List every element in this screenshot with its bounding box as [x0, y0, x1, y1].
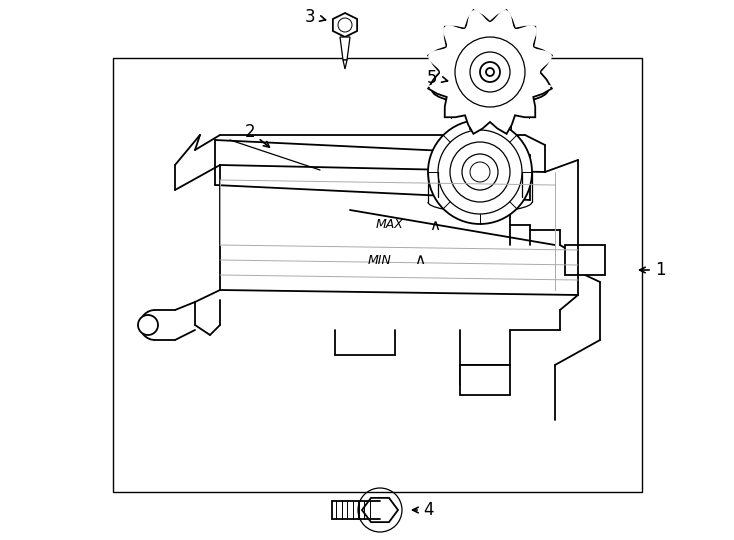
Polygon shape	[333, 13, 357, 37]
Bar	[113, 58, 642, 492]
Text: 1: 1	[655, 261, 665, 279]
Polygon shape	[343, 60, 347, 69]
Text: 3: 3	[305, 8, 316, 26]
Polygon shape	[362, 498, 398, 522]
Circle shape	[428, 120, 532, 224]
Circle shape	[450, 142, 510, 202]
Text: 5: 5	[426, 69, 437, 87]
Text: ∧: ∧	[429, 218, 440, 233]
Text: MIN: MIN	[368, 253, 392, 267]
Text: 2: 2	[244, 123, 255, 141]
Polygon shape	[340, 37, 350, 60]
Circle shape	[138, 315, 158, 335]
Text: 4: 4	[423, 501, 433, 519]
Polygon shape	[428, 10, 552, 134]
Polygon shape	[565, 245, 605, 275]
Text: ∧: ∧	[415, 253, 426, 267]
Polygon shape	[460, 365, 510, 395]
Polygon shape	[428, 10, 552, 90]
Text: MAX: MAX	[376, 219, 404, 232]
